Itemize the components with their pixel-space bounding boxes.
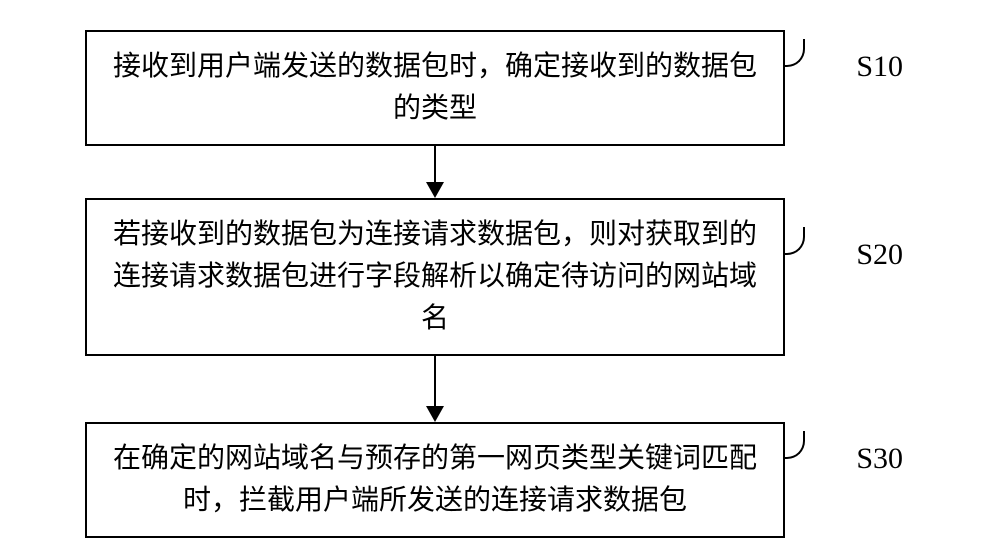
arrow-head (426, 406, 444, 422)
label-connector (785, 227, 805, 255)
step-label-s10: S10 (856, 44, 903, 89)
label-connector (785, 431, 805, 459)
arrow-line (434, 146, 436, 182)
flowchart-node-s30: 在确定的网站域名与预存的第一网页类型关键词匹配时，拦截用户端所发送的连接请求数据… (85, 422, 785, 538)
label-connector (785, 39, 805, 67)
flowchart-node-s10: 接收到用户端发送的数据包时，确定接收到的数据包的类型 S10 (85, 30, 785, 146)
flowchart-container: 接收到用户端发送的数据包时，确定接收到的数据包的类型 S10 若接收到的数据包为… (85, 30, 915, 538)
flowchart-node-s20: 若接收到的数据包为连接请求数据包，则对获取到的连接请求数据包进行字段解析以确定待… (85, 198, 785, 356)
flowchart-arrow (85, 356, 785, 422)
arrow-head (426, 182, 444, 198)
node-text: 在确定的网站域名与预存的第一网页类型关键词匹配时，拦截用户端所发送的连接请求数据… (113, 443, 757, 516)
step-label-s20: S20 (856, 232, 903, 277)
node-text: 接收到用户端发送的数据包时，确定接收到的数据包的类型 (113, 51, 757, 124)
step-label-s30: S30 (856, 436, 903, 481)
flowchart-arrow (85, 146, 785, 198)
node-text: 若接收到的数据包为连接请求数据包，则对获取到的连接请求数据包进行字段解析以确定待… (113, 219, 757, 334)
arrow-line (434, 356, 436, 406)
